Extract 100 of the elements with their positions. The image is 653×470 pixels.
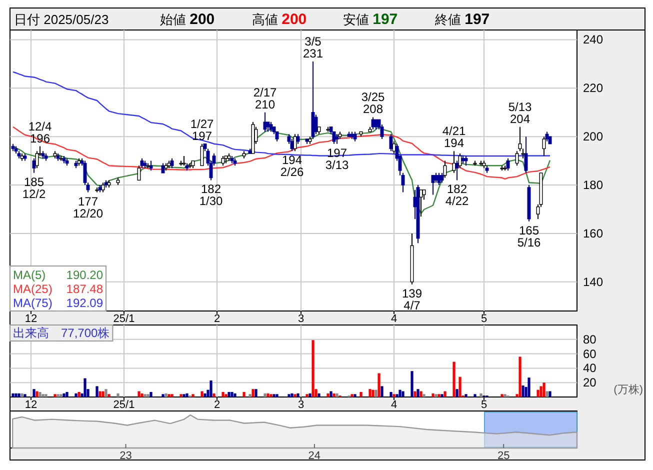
y-axis-title: (万株) — [614, 383, 643, 396]
bar — [138, 391, 140, 397]
bar — [542, 382, 546, 397]
bar — [180, 394, 182, 397]
bar — [432, 393, 434, 397]
bar — [540, 386, 542, 397]
bar — [350, 394, 354, 397]
bar — [500, 394, 504, 397]
bar — [224, 394, 228, 397]
bar — [548, 391, 552, 397]
y-tick-label: 220 — [583, 81, 604, 96]
y-tick-label: 160 — [583, 226, 604, 240]
bar — [222, 392, 224, 397]
x-tick-label: 5 — [480, 399, 488, 411]
bar — [144, 394, 146, 397]
annotation: 192.09 — [66, 296, 104, 310]
y-tick-label: 200 — [583, 130, 604, 144]
bar — [458, 376, 462, 397]
x-tick-label: 2 — [214, 313, 220, 325]
x-tick-label: 25/1 — [113, 313, 135, 325]
bar — [168, 394, 170, 397]
text: 始値 200 — [160, 11, 215, 28]
bar — [170, 394, 174, 397]
bar — [84, 378, 86, 397]
text: MA(75) — [13, 296, 52, 310]
bar — [296, 393, 300, 397]
bar — [230, 392, 234, 397]
bar — [290, 393, 294, 397]
bar — [74, 393, 78, 397]
annotation: 208 — [362, 102, 384, 116]
bar — [474, 394, 476, 397]
annotation: 4/21 — [442, 124, 466, 138]
bar — [96, 386, 98, 397]
x-tick-label: 23 — [120, 450, 132, 462]
x-tick-label: 4 — [390, 313, 398, 325]
bar — [480, 393, 482, 397]
bar — [276, 394, 278, 397]
bar — [360, 392, 362, 397]
bar — [312, 340, 314, 397]
text: 終値 197 — [434, 11, 490, 28]
annotation: 12/20 — [72, 206, 104, 220]
bar — [456, 389, 458, 397]
bar — [200, 391, 204, 397]
bar — [162, 394, 164, 397]
annotation: 165 — [518, 223, 540, 238]
bar — [210, 380, 212, 397]
bar — [182, 394, 186, 397]
annotation: 182 — [446, 182, 468, 196]
bar — [54, 394, 56, 397]
bar — [104, 389, 108, 397]
bar — [242, 392, 246, 397]
bar — [332, 393, 336, 397]
bar — [368, 389, 372, 397]
bar — [452, 362, 456, 397]
annotation: 2/26 — [280, 165, 304, 180]
bar — [504, 394, 506, 397]
bar — [60, 394, 62, 397]
x-tick-label: 24 — [308, 450, 321, 462]
text: MA(25) — [13, 282, 52, 296]
bar — [378, 373, 380, 397]
bar — [528, 378, 530, 397]
bar — [42, 394, 44, 397]
bar — [392, 394, 396, 397]
bar — [254, 389, 258, 397]
bar — [402, 391, 404, 397]
x-tick-label: 3 — [298, 399, 304, 411]
bar — [78, 392, 80, 397]
bar — [62, 393, 66, 397]
annotation: 4/7 — [404, 298, 421, 312]
annotation: 185 — [24, 174, 44, 189]
bar — [420, 391, 422, 397]
bar — [228, 392, 230, 397]
bar — [330, 391, 332, 397]
x-tick-label: 2 — [214, 399, 220, 411]
annotation: 139 — [402, 286, 422, 300]
bar — [44, 394, 48, 397]
y-tick-label: 180 — [583, 178, 604, 192]
annotation: 177 — [78, 194, 98, 208]
annotation: 12/4 — [28, 119, 52, 134]
bar — [146, 394, 150, 397]
bar — [410, 371, 414, 397]
y-tick-label: 140 — [583, 274, 604, 289]
bar — [522, 385, 524, 397]
bar — [234, 393, 236, 397]
bar — [390, 392, 392, 397]
annotation: 194 — [444, 136, 464, 150]
bar — [272, 394, 276, 397]
bar — [294, 394, 296, 397]
bar — [336, 393, 338, 397]
bar — [306, 394, 308, 397]
bar — [164, 393, 168, 397]
bar — [288, 394, 290, 397]
bar — [422, 394, 426, 397]
bar — [396, 394, 398, 397]
y-tick-label: 40 — [583, 361, 597, 376]
bar — [212, 393, 216, 397]
bar — [464, 394, 468, 397]
annotation: 210 — [254, 97, 276, 112]
bar — [192, 394, 194, 397]
y-tick-label: 60 — [583, 346, 597, 361]
